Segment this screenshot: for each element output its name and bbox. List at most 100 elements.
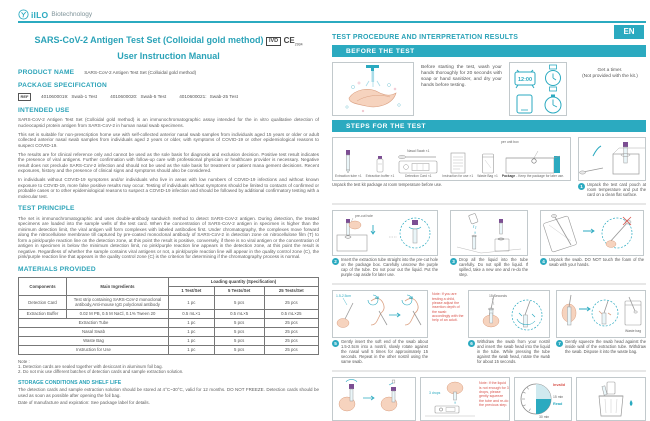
kit-item-instruction: Instruction for use ×1 (442, 152, 473, 179)
intended-use-p3: The results are for clinical reference o… (18, 151, 319, 174)
product-name-label: PRODUCT NAME (18, 68, 75, 76)
min15-label: 15 min (553, 395, 563, 399)
step7-illustration: Waste bag (561, 295, 642, 333)
step7-panel: Waste bag (556, 290, 646, 339)
step-caption-4: 4 Unpack the swab. DO NOT touch the foam… (540, 257, 644, 268)
package-item: 4010600020: Swab-5 Test (110, 94, 169, 99)
cell-qty: 1 pc (168, 294, 215, 310)
col-5tests: 5 Tests/Set (213, 285, 265, 296)
step-cell-2: pre-cut hole (332, 210, 438, 278)
step9-panel: 3 drops Note: If the liquid is not enoug… (420, 377, 510, 421)
table-row: Instruction for Use 1 pc 5 pcs 25 pcs (18, 344, 320, 355)
left-column: SARS-CoV-2 Antigen Test Set (Colloidal g… (18, 30, 320, 405)
step1-panel (578, 137, 646, 181)
table-header-row: Components Main Ingredients Loading quan… (18, 276, 319, 296)
table-row: Detection Card Test strip containing SAR… (18, 294, 320, 310)
kit-item-label: Instruction for use ×1 (442, 174, 474, 179)
cell-ingredients: 0.02 M PB, 0.5 M NaCl, 0.1% Tween 20 (66, 308, 169, 319)
ref-symbol: REF (18, 92, 31, 101)
step-caption-3: 3 Drop all the liquid into the tube care… (450, 257, 528, 278)
seconds-15-label: 15 Seconds (489, 294, 507, 298)
detection-card-icon (398, 160, 438, 174)
kit-item-label: Nasal Swab ×1 (407, 149, 430, 154)
kit-item-package: Package - Keep the package for later use… (502, 150, 564, 179)
extraction-tube-icon (346, 150, 351, 174)
step2-illustration: pre-cut hole (336, 214, 431, 252)
kit-item-label: Waste Bag ×1 (477, 174, 498, 179)
step10-panel: Invalid 15 min Read 30 min (514, 377, 572, 421)
nasal-swab-icon (398, 155, 437, 160)
package-name: Swab-25 Test (209, 94, 238, 100)
before-test-row: Before starting the test, wash your hand… (332, 62, 646, 116)
kit-contents-panel: per unit box Extraction tube ×1 (332, 137, 571, 181)
step6-illustration: 15 Seconds (482, 294, 543, 331)
note-title: Note : (18, 358, 30, 364)
step-badge: 2 (332, 258, 339, 266)
handwash-panel (332, 62, 414, 116)
kit-item-card-swab: Nasal Swab ×1 Detection Card ×1 (398, 149, 438, 179)
waste-bag-label: Waste bag (625, 329, 641, 333)
step-text: Withdraw the swab from your nostril and … (477, 339, 550, 364)
step6-panel: 15 Seconds (468, 290, 550, 339)
step-text: Unpack the test card pouch at room tempe… (587, 182, 646, 197)
ivd-mark: IVD (266, 37, 281, 46)
note-line: 1. Detection cards are sealed together w… (18, 364, 163, 369)
product-name-row: PRODUCT NAME SARS-CoV-2 Antigen Test Set… (18, 69, 319, 76)
cell-qty: 0.5 mL×1 (168, 308, 215, 319)
waste-bag-icon (481, 153, 494, 174)
cell-qty: 25 pcs (263, 326, 320, 337)
logo-name: iILO (31, 9, 49, 20)
clock-time-label: 12:00 (518, 77, 532, 83)
step3-panel (450, 210, 528, 257)
rotate-x5-label: x5 (375, 296, 379, 300)
step-caption-6: 6 Withdraw the swab from your nostril an… (468, 339, 550, 365)
storage-label: STORAGE CONDITIONS AND SHELF LIFE (18, 379, 122, 386)
test-principle-label: TEST PRINCIPLE (18, 205, 75, 213)
cell-component: Waste Bag (18, 335, 169, 346)
kit-item-label: Detection Card ×1 (404, 174, 432, 179)
timer-panel: 12:00 (508, 62, 567, 116)
step-text: Drop all the liquid into the tube carefu… (459, 257, 528, 277)
logo-icon (18, 9, 29, 20)
before-test-banner: BEFORE THE TEST (332, 45, 646, 57)
invalid-label: Invalid (553, 383, 566, 387)
cell-component: Detection Card (18, 294, 67, 310)
note-line: 2. Do not mix use different batches of d… (18, 369, 184, 375)
step-text: Gently squeeze the swab head against the… (565, 339, 646, 355)
per-unit-box-label: per unit box (501, 140, 519, 144)
step11-panel (576, 377, 646, 421)
step-badge: 1 (578, 183, 585, 190)
package-code: 4010600021: (179, 94, 207, 100)
cell-component: Nasal Swab (18, 326, 169, 337)
kit-items: Extraction tube ×1 Extraction buffer ×1 … (335, 139, 568, 179)
instruction-sheet-icon (450, 152, 466, 174)
child-note: Note: If you are testing a child, please… (432, 292, 464, 323)
table-row: Extraction Tube 1 pc 5 pcs 25 pcs (18, 317, 320, 328)
step-text: Unpack the swab. DO NOT touch the foam o… (549, 257, 644, 268)
step-cell-10: Invalid 15 min Read 30 min 10 Read the r… (514, 377, 572, 421)
timer-illustration: 12:00 (514, 64, 562, 114)
step-caption-1: 1 Unpack the test card pouch at room tem… (578, 182, 646, 198)
cell-qty: 25 pcs (263, 344, 320, 355)
step3-illustration (456, 213, 522, 254)
intended-use-label: INTENDED USE (18, 106, 70, 114)
step-badge: 4 (540, 258, 547, 266)
materials-table: Components Main Ingredients Loading quan… (18, 276, 320, 355)
ce-number: 2934 (294, 42, 303, 47)
step9-illustration: 3 drops (425, 382, 475, 417)
step-badge: 5 (332, 340, 339, 348)
cell-qty: 1 pc (168, 344, 215, 355)
cell-qty: 1 pc (168, 317, 215, 328)
package-box-icon (505, 150, 561, 174)
brand-logo: iILO Biotechnology (18, 9, 92, 20)
package-label: Package (501, 174, 516, 179)
step8-panel (332, 377, 416, 421)
handwash-illustration (345, 65, 401, 113)
col-1test: 1 Test/Set (168, 285, 215, 296)
col-components: Components (18, 276, 67, 296)
steps-row-2-4: pre-cut hole (332, 210, 646, 278)
rotate-x5-label: x5 (409, 296, 413, 300)
drops-note: Note: If the liquid is not enough for 3 … (479, 381, 509, 407)
product-name-value: SARS-CoV-2 Antigen Test Set (Colloidal g… (84, 69, 197, 75)
